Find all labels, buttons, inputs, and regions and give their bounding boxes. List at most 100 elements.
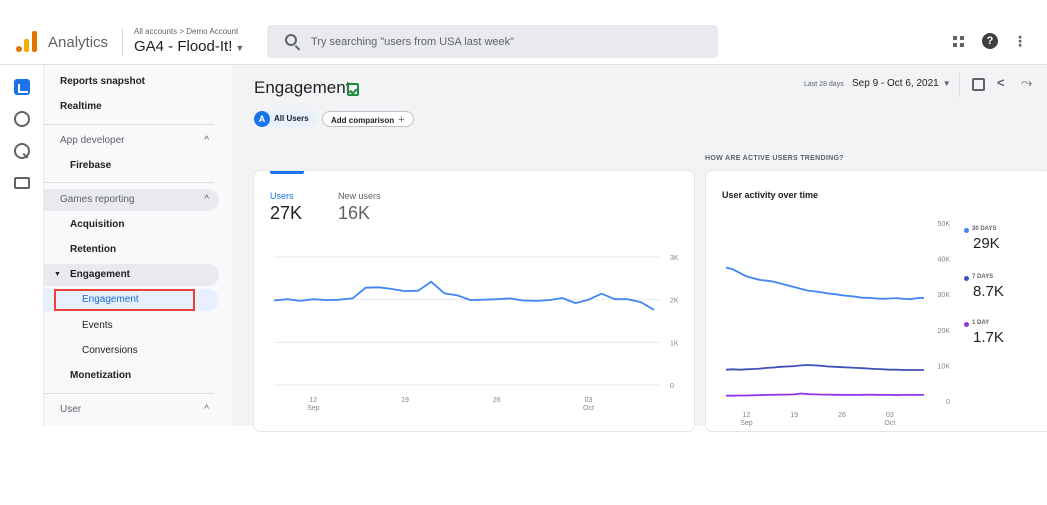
- date-preset-label[interactable]: Last 28 days: [804, 81, 844, 88]
- x-tick-label: 12: [309, 397, 317, 404]
- nav-label: Realtime: [60, 101, 102, 112]
- nav-conversions[interactable]: Conversions: [44, 340, 219, 362]
- section-heading: HOW ARE ACTIVE USERS TRENDING?: [705, 155, 844, 162]
- nav-section-games-reporting[interactable]: Games reporting ^: [44, 189, 219, 211]
- x-tick-sublabel: Sep: [740, 420, 753, 427]
- divider: [959, 73, 960, 97]
- legend-label-1-day: 1 DAY: [972, 320, 990, 326]
- y-tick-label: 1K: [670, 340, 679, 347]
- nav-engagement-group[interactable]: ▼ Engagement: [44, 264, 219, 286]
- y-tick-label: 0: [670, 383, 674, 390]
- analytics-logo-icon[interactable]: [16, 30, 38, 52]
- nav-label: App developer: [60, 135, 125, 146]
- legend-value-7-days: 8.7K: [973, 283, 1004, 300]
- nav-label: Conversions: [82, 345, 138, 356]
- more-vert-icon[interactable]: ⋮: [1013, 33, 1027, 49]
- users-value: 27K: [270, 203, 303, 223]
- x-tick-sublabel: Oct: [583, 405, 594, 412]
- nav-events[interactable]: Events: [44, 315, 219, 337]
- nav-monetization[interactable]: Monetization: [44, 365, 219, 387]
- series-line-0: [273, 280, 655, 311]
- caret-down-icon: ▼: [235, 43, 245, 53]
- y-tick-label: 30K: [938, 292, 951, 299]
- plus-icon: +: [398, 114, 405, 126]
- y-tick-label: 50K: [938, 221, 951, 228]
- help-icon[interactable]: ?: [982, 33, 998, 49]
- add-comparison-label: Add comparison: [331, 116, 395, 125]
- nav-retention[interactable]: Retention: [44, 239, 219, 261]
- explore-icon[interactable]: [14, 111, 30, 127]
- insights-icon[interactable]: ⤳: [1021, 74, 1033, 90]
- property-name: GA4 - Flood-It!: [134, 38, 233, 55]
- nav-label: Events: [82, 320, 113, 331]
- nav-divider: [44, 124, 214, 125]
- x-tick-sublabel: Sep: [307, 405, 320, 412]
- nav-section-app-developer[interactable]: App developer ^: [44, 130, 219, 152]
- user-activity-card: User activity over time 50K 40K 30K 20K 10K 0…: [706, 171, 1047, 431]
- legend-value-30-days: 29K: [973, 235, 1000, 252]
- icon-rail: [0, 65, 44, 426]
- x-tick-label: 19: [401, 397, 409, 404]
- nav-label: Engagement: [70, 269, 131, 280]
- search-bar[interactable]: [267, 25, 718, 58]
- chip-badge: A: [254, 111, 270, 127]
- users-card: Users 27K New users 16K 3K 2K 1K 0 12 Sep 19 26…: [254, 171, 694, 431]
- add-comparison-button[interactable]: Add comparison +: [322, 111, 414, 127]
- legend-dot-7-days: [964, 276, 969, 281]
- legend-dot-1-day: [964, 322, 969, 327]
- legend-value-1-day: 1.7K: [973, 329, 1004, 346]
- nav-divider: [44, 393, 214, 394]
- tab-new-users[interactable]: New users: [338, 191, 381, 201]
- divider: [122, 28, 123, 56]
- card-title: User activity over time: [722, 190, 819, 200]
- reports-nav: Reports snapshot Realtime App developer ^…: [44, 65, 232, 426]
- nav-firebase[interactable]: Firebase: [44, 155, 219, 177]
- nav-realtime[interactable]: Realtime: [44, 96, 219, 118]
- legend-label-7-days: 7 DAYS: [972, 274, 994, 280]
- caret-down-icon: ▼: [942, 79, 951, 88]
- nav-label: User: [60, 404, 82, 415]
- app-name[interactable]: Analytics: [48, 34, 109, 51]
- series-line-0: [725, 266, 925, 301]
- chevron-up-icon: ^: [204, 135, 209, 146]
- series-line-1: [725, 364, 924, 371]
- apps-grid-icon[interactable]: [953, 36, 965, 48]
- nav-section-user[interactable]: User ^: [44, 399, 219, 421]
- nav-reports-snapshot[interactable]: Reports snapshot: [44, 71, 219, 93]
- series-line-2: [726, 392, 924, 397]
- date-range-picker[interactable]: Sep 9 - Oct 6, 2021 ▼: [852, 78, 951, 89]
- page-title: Engagement: [254, 78, 351, 97]
- nav-acquisition[interactable]: Acquisition: [44, 214, 219, 236]
- search-icon: [285, 34, 297, 46]
- nav-label: Games reporting: [60, 194, 135, 205]
- nav-engagement-overview[interactable]: Engagement: [44, 289, 219, 311]
- advertising-icon[interactable]: [14, 143, 30, 159]
- report-status-icon[interactable]: [347, 83, 359, 96]
- search-input[interactable]: [311, 33, 691, 51]
- reports-icon[interactable]: [14, 79, 30, 95]
- chevron-up-icon: ^: [204, 404, 209, 415]
- nav-label: Engagement: [82, 294, 139, 305]
- y-tick-label: 3K: [670, 255, 679, 262]
- legend-label-30-days: 30 DAYS: [972, 226, 997, 232]
- new-users-value: 16K: [338, 203, 371, 223]
- nav-divider: [44, 182, 214, 183]
- nav-label: Firebase: [70, 160, 112, 171]
- y-tick-label: 20K: [938, 328, 951, 335]
- x-tick-label: 03: [585, 397, 593, 404]
- report-content: Engagement A All Users Add comparison + La…: [232, 65, 1047, 431]
- tab-users[interactable]: Users: [270, 191, 294, 201]
- x-tick-sublabel: Oct: [884, 420, 895, 427]
- selected-tab-indicator: [270, 171, 304, 174]
- top-bar: Analytics All accounts > Demo Account GA…: [0, 18, 1047, 64]
- property-selector[interactable]: GA4 - Flood-It! ▼: [134, 38, 244, 55]
- configure-icon[interactable]: [14, 177, 30, 189]
- comparison-chip-all-users[interactable]: A All Users: [254, 111, 317, 127]
- customize-report-icon[interactable]: [972, 78, 985, 91]
- nav-label: Acquisition: [70, 219, 125, 230]
- chevron-up-icon: ^: [204, 194, 209, 205]
- account-breadcrumb[interactable]: All accounts > Demo Account: [134, 27, 239, 36]
- share-icon[interactable]: <: [997, 75, 1005, 90]
